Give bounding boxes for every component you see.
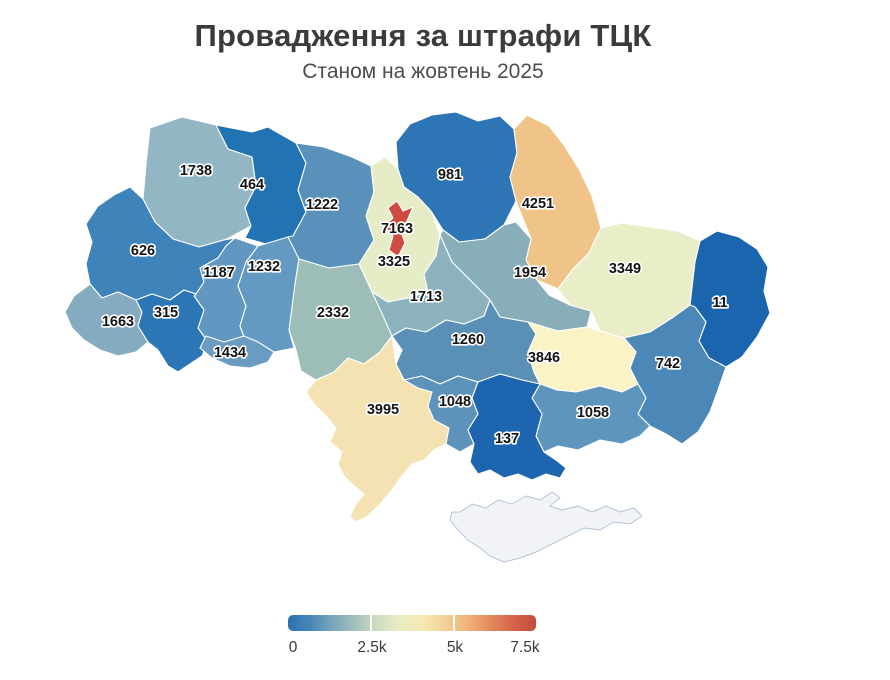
page-title: Провадження за штрафи ТЦК [194, 18, 652, 53]
value-label-kyiv-oblast: 3325 [378, 254, 410, 270]
region-zakarpattia[interactable] [64, 283, 149, 357]
value-label-sumy: 4251 [522, 196, 554, 212]
value-label-volyn: 1738 [180, 163, 212, 179]
map-labels: 1738 464 1222 981 4251 7163 3325 626 118… [100, 161, 729, 448]
value-label-zaporizhzhia: 1058 [577, 405, 609, 421]
value-label-ternopil: 1187 [203, 265, 234, 281]
value-label-cherkasy: 1713 [410, 289, 442, 305]
map-regions [64, 111, 771, 563]
region-ivano-frankivsk[interactable] [135, 289, 209, 373]
colorbar-tick-0: 0 [288, 639, 298, 656]
colorbar-tick-line [453, 615, 455, 631]
colorbar-tick-7-5k: 7.5k [510, 639, 540, 656]
value-label-rivne: 464 [240, 177, 264, 193]
region-odesa[interactable] [305, 335, 450, 523]
value-label-mykolaiv: 1048 [439, 394, 471, 410]
page-subtitle: Станом на жовтень 2025 [302, 60, 544, 83]
value-label-lviv: 626 [131, 243, 155, 259]
chart-header: Провадження за штрафи ТЦК Станом на жовт… [0, 18, 846, 84]
region-crimea[interactable] [449, 491, 643, 563]
value-label-kherson: 137 [495, 431, 519, 447]
value-label-vinnytsia: 2332 [317, 305, 349, 321]
region-kyiv-city[interactable] [383, 200, 414, 258]
value-label-chernihiv: 981 [438, 167, 462, 183]
value-label-zakarpattia: 1663 [102, 314, 134, 330]
value-label-odesa: 3995 [367, 402, 399, 418]
value-label-dnipropetrovsk: 3846 [528, 350, 560, 366]
value-label-khmelnytskyi: 1232 [248, 259, 280, 275]
value-label-donetsk: 742 [656, 356, 680, 372]
colorbar-tick-line [370, 615, 372, 631]
value-label-poltava: 1954 [514, 265, 546, 281]
value-label-chernivtsi: 1434 [214, 345, 246, 361]
value-label-zhytomyr: 1222 [306, 197, 338, 213]
region-kherson[interactable] [467, 373, 567, 481]
colorbar-tick-2-5k: 2.5k [357, 639, 387, 656]
value-label-kirovohrad: 1260 [452, 332, 484, 348]
region-chernivtsi[interactable] [199, 335, 275, 369]
value-label-ivano-frankivsk: 315 [154, 305, 178, 321]
colorbar-legend: 0 2.5k 5k 7.5k [288, 615, 540, 659]
colorbar-tick-5k: 5k [446, 639, 464, 656]
value-label-luhansk: 11 [712, 295, 727, 311]
value-label-kharkiv: 3349 [609, 261, 641, 277]
colorbar-gradient [288, 615, 536, 631]
colorbar-tick-labels: 0 2.5k 5k 7.5k [288, 639, 540, 659]
value-label-kyiv-city: 7163 [381, 221, 413, 237]
